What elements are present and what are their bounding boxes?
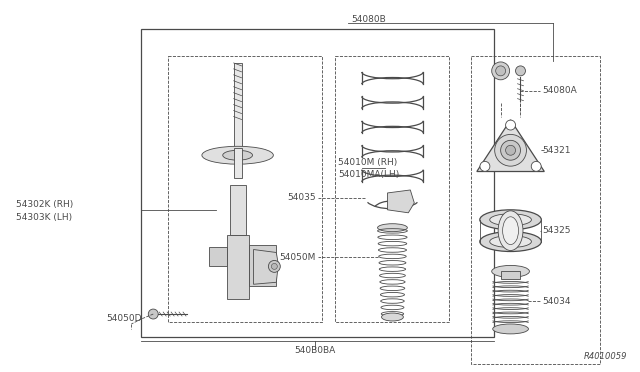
Text: 54325: 54325 [542, 226, 571, 235]
Ellipse shape [480, 210, 541, 230]
Circle shape [268, 260, 280, 272]
Text: 54080A: 54080A [542, 86, 577, 95]
Ellipse shape [223, 150, 253, 160]
Text: 54050D: 54050D [107, 314, 142, 324]
Bar [234, 63, 241, 148]
Polygon shape [253, 250, 278, 284]
Circle shape [531, 161, 541, 171]
Ellipse shape [378, 224, 407, 232]
Text: 54302K (RH): 54302K (RH) [16, 201, 74, 209]
Text: 54080B: 54080B [352, 15, 387, 24]
Circle shape [271, 263, 277, 269]
Bar [141, 29, 493, 337]
Bar [248, 244, 276, 286]
Polygon shape [387, 190, 414, 213]
Ellipse shape [498, 211, 523, 250]
Bar [234, 148, 241, 178]
Text: 54321: 54321 [542, 146, 571, 155]
Bar [471, 56, 600, 364]
Circle shape [492, 62, 509, 80]
Circle shape [495, 66, 506, 76]
Bar [209, 247, 227, 266]
Text: 54050M: 54050M [280, 253, 316, 262]
Ellipse shape [502, 217, 518, 244]
Bar [335, 56, 449, 322]
Circle shape [500, 140, 520, 160]
Bar [227, 235, 248, 299]
Text: 54010MA(LH): 54010MA(LH) [338, 170, 399, 179]
Ellipse shape [492, 265, 529, 277]
Text: 54035: 54035 [287, 193, 316, 202]
Text: 54034: 54034 [542, 296, 571, 306]
Ellipse shape [490, 235, 531, 247]
Ellipse shape [381, 313, 403, 321]
Circle shape [506, 145, 516, 155]
Bar [168, 56, 322, 322]
Circle shape [148, 309, 158, 319]
Text: 54010M (RH): 54010M (RH) [338, 158, 397, 167]
Text: 540B0BA: 540B0BA [294, 346, 335, 355]
Ellipse shape [202, 146, 273, 164]
Circle shape [480, 161, 490, 171]
Bar [500, 271, 520, 279]
Circle shape [495, 134, 527, 166]
Circle shape [506, 120, 516, 130]
Polygon shape [477, 120, 544, 171]
Text: R4010059: R4010059 [584, 352, 628, 361]
Ellipse shape [493, 324, 529, 334]
Bar [230, 185, 246, 235]
Ellipse shape [490, 214, 531, 226]
Ellipse shape [480, 232, 541, 251]
Circle shape [516, 66, 525, 76]
Text: 54303K (LH): 54303K (LH) [16, 213, 72, 222]
